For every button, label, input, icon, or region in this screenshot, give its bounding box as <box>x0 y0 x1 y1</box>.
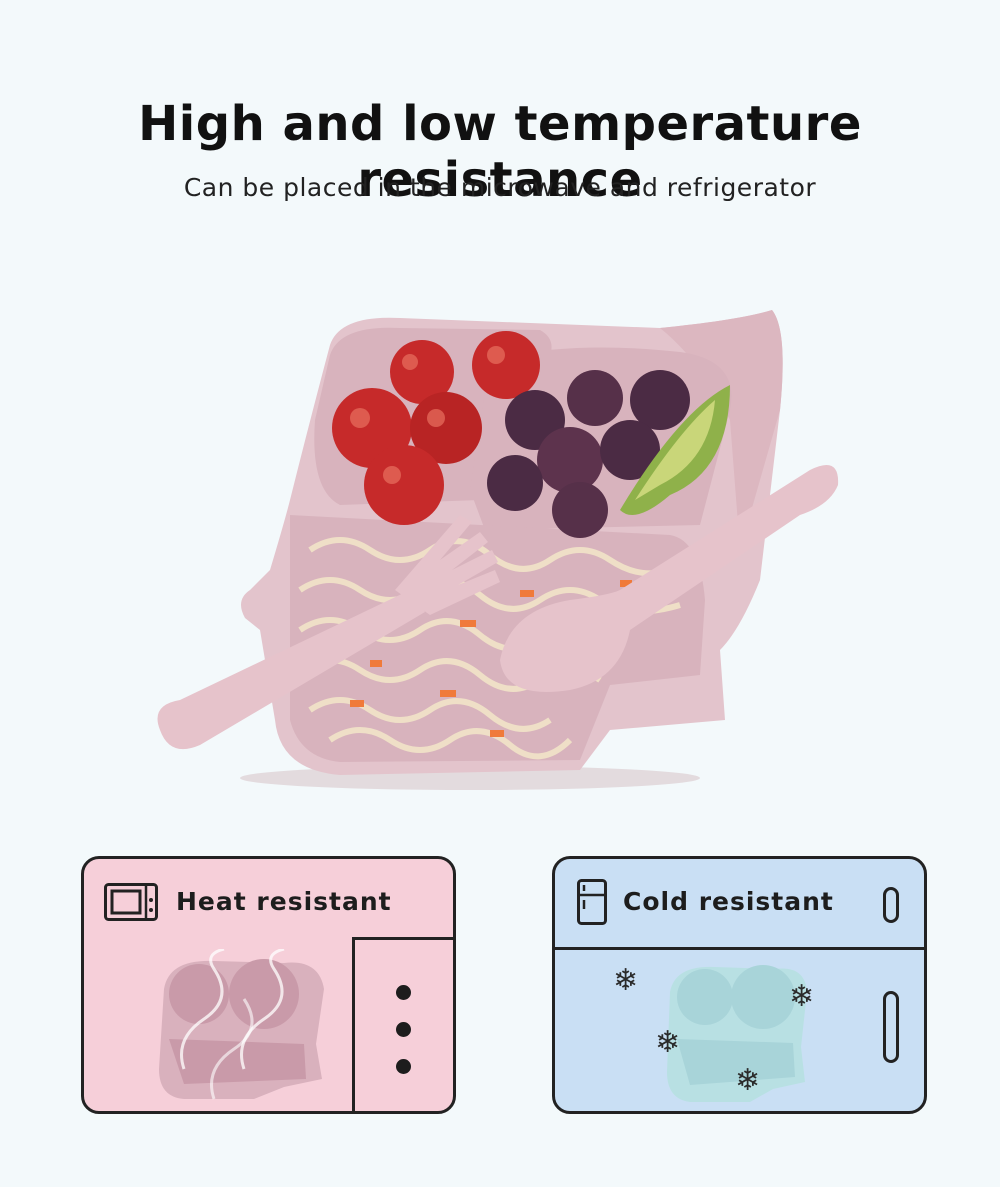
cold-resistant-label: Cold resistant <box>623 887 834 916</box>
fridge-handle-top <box>883 887 899 923</box>
heat-resistant-panel: Heat resistant <box>81 856 456 1114</box>
indicator-dot <box>396 1022 411 1037</box>
page-title: High and low temperature resistance <box>138 96 862 208</box>
cold-resistant-panel: Cold resistant ❄ ❄ ❄ ❄ <box>552 856 927 1114</box>
steaming-plate-image <box>159 949 324 1100</box>
indicator-dot <box>396 985 411 1000</box>
microwave-door-panel <box>352 937 453 1111</box>
fridge-divider <box>555 947 924 950</box>
fridge-icon <box>577 879 607 925</box>
product-image <box>157 310 839 790</box>
microwave-icon <box>104 883 158 921</box>
fork <box>157 515 500 750</box>
indicator-dot <box>396 1059 411 1074</box>
snowflake-icon: ❄ <box>655 1025 681 1060</box>
page-subtitle: Can be placed in the microwave and refri… <box>183 173 817 202</box>
tomato-group <box>332 331 540 525</box>
snowflake-icon: ❄ <box>735 1063 761 1098</box>
grape-group <box>487 370 690 538</box>
cold-plate-image <box>667 965 807 1102</box>
snowflake-icon: ❄ <box>613 963 639 998</box>
spoon <box>500 465 839 692</box>
snowflake-icon: ❄ <box>789 979 815 1014</box>
heat-resistant-label: Heat resistant <box>176 887 392 916</box>
fridge-handle-bottom <box>883 991 899 1063</box>
